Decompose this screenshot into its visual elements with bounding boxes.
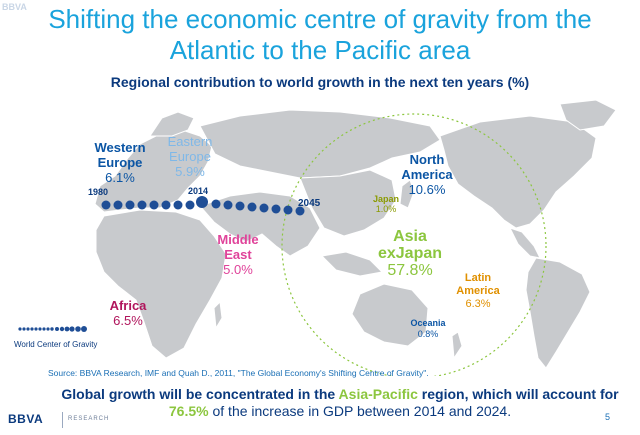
- gravity-path: [101, 196, 305, 216]
- land-masses: [94, 99, 617, 369]
- gravity-dot: [211, 199, 221, 209]
- research-label: RESEARCH: [68, 416, 110, 422]
- region-north-america: North America 10.6%: [392, 152, 462, 197]
- region-label: Japan: [372, 194, 399, 204]
- gravity-dot: [223, 200, 233, 210]
- europe-landmass: [94, 129, 213, 213]
- region-label: Latin: [464, 272, 492, 284]
- gravity-dot: [259, 203, 269, 213]
- region-western-europe: Western Europe 6.1%: [90, 140, 150, 185]
- region-label: America: [456, 285, 500, 297]
- east-asia-landmass: [299, 169, 397, 237]
- south-america-landmass: [525, 257, 591, 369]
- se-asia-islands: [320, 251, 384, 277]
- gravity-dot: [161, 200, 171, 210]
- region-value: 6.3%: [465, 298, 491, 310]
- region-label: Europe: [97, 155, 143, 170]
- region-africa: Africa 6.5%: [100, 298, 156, 328]
- region-eastern-europe: Eastern Europe 5.9%: [160, 134, 220, 179]
- region-label: Africa: [109, 298, 147, 313]
- asia-pacific-circle: [281, 113, 547, 376]
- madagascar-landmass: [213, 300, 223, 330]
- scandinavia-landmass: [149, 111, 195, 137]
- title-line-2: Atlantic to the Pacific area: [169, 35, 471, 65]
- greenland-landmass: [559, 99, 617, 131]
- gravity-dot: [101, 200, 111, 210]
- statement-part-2: region, which will account for: [417, 386, 619, 402]
- region-japan: Japan 1.0%: [366, 194, 406, 214]
- region-label: Eastern: [167, 134, 213, 149]
- region-value: 6.5%: [113, 313, 143, 328]
- gravity-dot: [185, 200, 195, 210]
- region-value: 6.1%: [105, 170, 135, 185]
- region-label: East: [224, 247, 252, 262]
- region-label: Oceania: [410, 318, 446, 328]
- gravity-dot: [125, 200, 135, 210]
- gravity-dot: [235, 201, 245, 211]
- statement-highlight-region: Asia-Pacific: [338, 386, 418, 402]
- region-middle-east: Middle East 5.0%: [210, 232, 266, 277]
- region-label: Asia: [393, 228, 427, 245]
- gravity-dot: [247, 202, 257, 212]
- path-label-middle: 2014: [188, 186, 209, 196]
- region-latin-america: Latin America 6.3%: [448, 272, 508, 311]
- footer-divider: [62, 412, 63, 428]
- gravity-dot: [173, 200, 183, 210]
- slide-title: Shifting the economic centre of gravity …: [0, 4, 640, 66]
- statement-highlight-share: 76.5%: [168, 403, 209, 419]
- region-label: Middle: [217, 232, 259, 247]
- region-asia-exjapan: Asia exJapan 57.8%: [368, 228, 452, 280]
- gravity-dot-2014: [196, 196, 208, 208]
- statement-part-3: of the increase in GDP between 2014 and …: [208, 403, 512, 419]
- region-label: Western: [94, 140, 146, 155]
- gravity-dot: [295, 206, 305, 216]
- bbva-logo: BBVA: [8, 412, 44, 426]
- new-zealand-landmass: [451, 331, 463, 360]
- statement-part-1: Global growth will be concentrated in th…: [61, 386, 339, 402]
- world-map: [18, 99, 617, 376]
- source-note: Source: BBVA Research, IMF and Quah D., …: [48, 368, 429, 378]
- australia-landmass: [351, 283, 429, 347]
- region-label: North: [409, 152, 445, 167]
- region-label: exJapan: [377, 245, 443, 262]
- region-label: Europe: [169, 149, 211, 164]
- central-america-landmass: [509, 227, 541, 259]
- gravity-dot: [283, 205, 293, 215]
- chart-subtitle: Regional contribution to world growth in…: [110, 74, 530, 90]
- region-value: 1.0%: [375, 204, 397, 214]
- region-label: America: [401, 167, 453, 182]
- gravity-dot: [113, 200, 123, 210]
- bbva-watermark: BBVA: [2, 2, 27, 12]
- path-label-start: 1980: [88, 187, 109, 197]
- gravity-dot: [271, 204, 281, 214]
- region-value: 10.6%: [408, 182, 446, 197]
- region-value: 5.0%: [223, 262, 253, 277]
- asia-north-landmass: [199, 109, 441, 179]
- region-oceania: Oceania 0.8%: [404, 318, 452, 340]
- region-value: 5.9%: [175, 164, 205, 179]
- japan-landmass: [399, 179, 415, 209]
- title-line-1: Shifting the economic centre of gravity …: [48, 4, 592, 34]
- bottom-statement: Global growth will be concentrated in th…: [60, 386, 620, 420]
- region-value: 0.8%: [417, 329, 439, 339]
- path-label-end: 2045: [298, 198, 321, 209]
- africa-landmass: [95, 209, 227, 359]
- page-number: 5: [605, 412, 611, 422]
- gravity-dot: [149, 200, 159, 210]
- gravity-dot: [137, 200, 147, 210]
- legend-dots: [18, 326, 87, 332]
- region-value: 57.8%: [387, 262, 433, 279]
- north-america-landmass: [439, 115, 597, 229]
- legend-label: World Center of Gravity: [14, 340, 98, 349]
